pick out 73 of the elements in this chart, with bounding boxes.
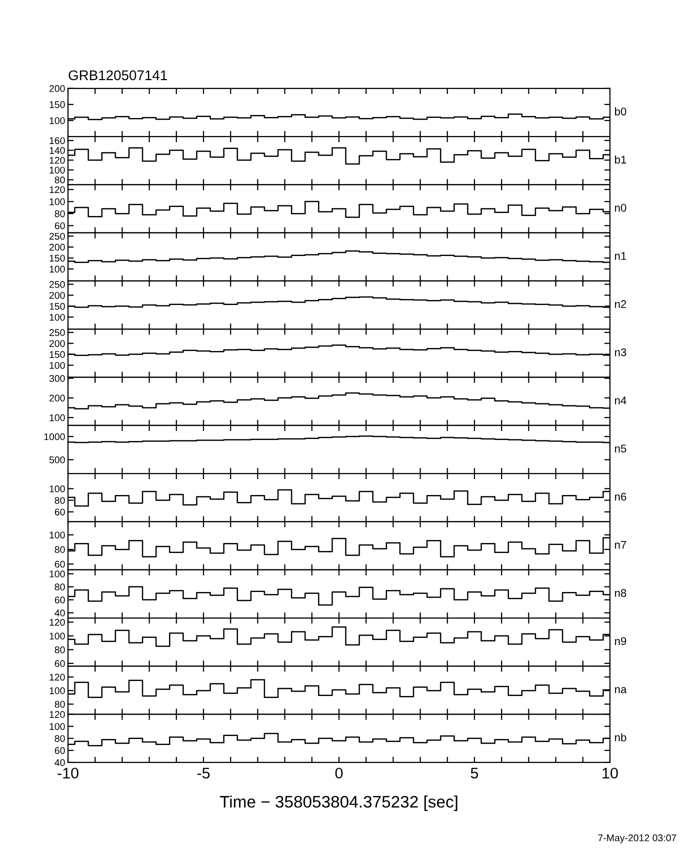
y-tick-label: 60	[54, 660, 65, 668]
y-tick-label: 100	[50, 414, 65, 422]
y-tick-label: 200	[49, 340, 65, 347]
y-tick-label: 500	[49, 456, 65, 464]
y-tick-label: 100	[50, 362, 65, 369]
legend-label: n4	[615, 396, 626, 404]
y-tick-label: 150	[50, 302, 65, 310]
y-tick-label: 80	[54, 700, 65, 708]
legend-label: n1	[615, 252, 626, 260]
y-tick-label: 150	[50, 254, 65, 262]
y-tick-label: 80	[54, 646, 65, 654]
y-tick-label: 60	[54, 560, 65, 568]
y-tick-label: 200	[49, 244, 65, 251]
y-tick-label: 80	[54, 546, 65, 554]
y-tick-label: 100	[50, 166, 65, 174]
y-tick-label: 160	[50, 137, 65, 144]
y-tick-label: 100	[50, 723, 65, 730]
y-tick-label: 100	[50, 687, 65, 694]
y-tick-label: 300	[49, 374, 65, 382]
y-tick-label: 140	[50, 147, 65, 154]
y-tick-label: 200	[49, 292, 65, 299]
y-tick-label: 100	[50, 570, 65, 578]
y-tick-label: 100	[50, 632, 65, 640]
y-tick-label: 100	[50, 117, 65, 124]
y-tick-label: 80	[54, 735, 65, 742]
series-label: n6	[615, 492, 626, 501]
y-tick-label: 250	[49, 281, 65, 288]
series-label: n8	[615, 589, 626, 597]
y-tick-label: 100	[50, 314, 65, 321]
y-tick-label: 100	[50, 266, 65, 273]
y-tick-label: 60	[54, 596, 65, 604]
y-tick-label: 120	[50, 156, 65, 164]
y-tick-label: 100	[50, 198, 65, 206]
x-tick-label: -5	[197, 768, 210, 779]
chart-title: GRB120507141	[68, 70, 167, 80]
x-axis-title: Time − 358053804.375232 [sec]	[220, 795, 458, 811]
series-label: n9	[615, 637, 626, 646]
y-tick-label: 40	[54, 610, 65, 616]
text: 7-May-2012 03:07	[598, 834, 676, 844]
y-tick-label: 40	[54, 759, 65, 766]
y-tick-label: 60	[54, 222, 65, 230]
x-tick-label: 0	[335, 768, 343, 779]
y-tick-label: 120	[50, 618, 65, 626]
series-label: n0	[615, 204, 626, 212]
legend-label: n7	[615, 541, 626, 549]
y-tick-label: 60	[54, 747, 65, 754]
y-tick-label: 80	[54, 210, 65, 218]
y-tick-label: 80	[54, 176, 65, 184]
legend-label: b0	[615, 107, 626, 116]
series-label: n2	[615, 300, 626, 308]
series-label: nb	[615, 733, 626, 742]
y-tick-label: 1000	[44, 433, 65, 440]
series-label: b1	[615, 155, 626, 164]
y-tick-label: 60	[54, 508, 65, 516]
y-tick-label: 120	[50, 186, 65, 194]
y-tick-label: 250	[49, 232, 65, 240]
y-tick-label: 150	[50, 351, 65, 358]
y-tick-label: 80	[54, 496, 65, 504]
series-label: n3	[615, 348, 626, 356]
y-tick-label: 250	[49, 329, 65, 336]
legend-label: na	[615, 687, 627, 694]
y-tick-label: 100	[50, 485, 65, 492]
x-tick-label: 10	[602, 768, 618, 779]
x-tick-label: 5	[470, 768, 478, 779]
y-tick-label: 100	[50, 532, 65, 538]
x-tick-label: -10	[58, 768, 78, 779]
y-tick-label: 120	[50, 674, 65, 681]
y-tick-label: 200	[49, 85, 65, 92]
y-tick-label: 200	[49, 394, 65, 402]
y-tick-label: 80	[54, 584, 65, 590]
y-tick-label: 150	[50, 101, 65, 108]
series-label: n5	[615, 444, 626, 452]
y-tick-label: 120	[50, 711, 65, 718]
